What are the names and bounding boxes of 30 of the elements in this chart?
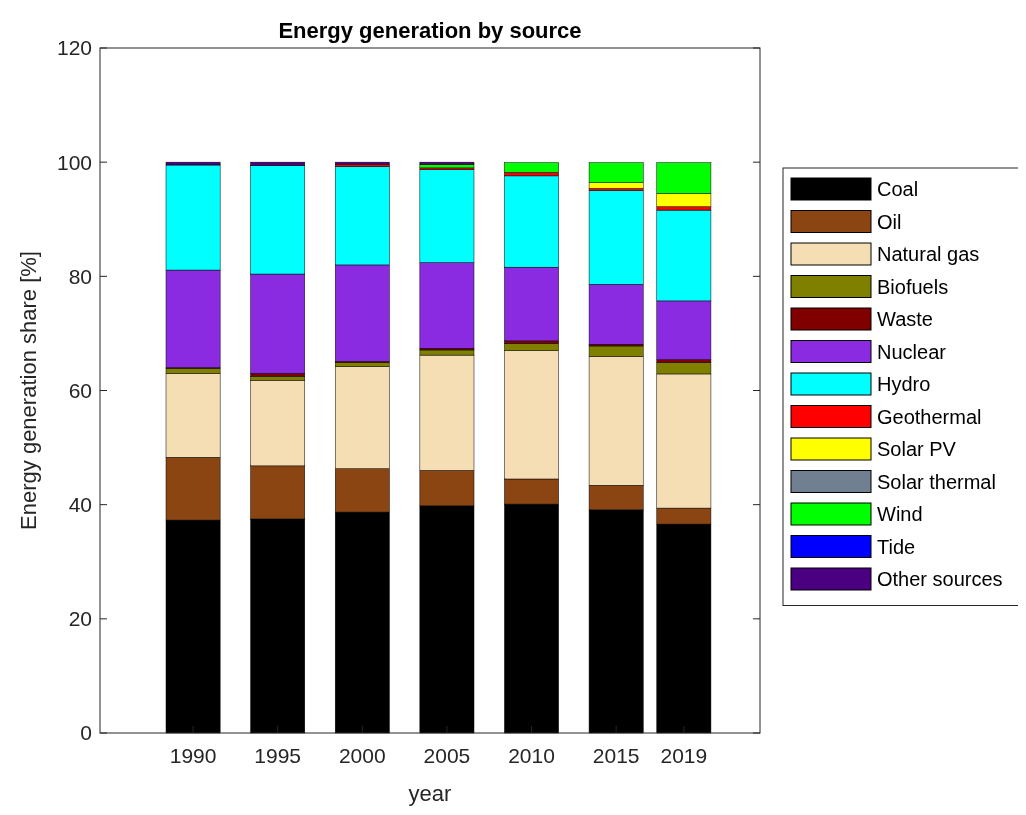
legend-label: Nuclear: [877, 340, 947, 363]
y-tick-label: 20: [68, 607, 92, 631]
y-tick-label: 120: [56, 36, 92, 60]
x-tick-label: 2019: [660, 744, 708, 767]
y-tick-label: 100: [56, 150, 92, 174]
legend-label: Solar thermal: [877, 470, 996, 493]
legend-label: Coal: [877, 178, 919, 200]
legend-label: Wind: [877, 503, 923, 525]
y-tick-label: 80: [68, 264, 92, 288]
legend-label: Geothermal: [877, 405, 982, 428]
x-tick-label: 2000: [338, 744, 386, 767]
x-tick-label: 1990: [169, 744, 217, 767]
legend-label: Waste: [877, 308, 933, 330]
x-tick-label: 1995: [254, 744, 302, 767]
legend-label: Hydro: [877, 373, 931, 395]
x-axis-title: year: [408, 781, 452, 806]
y-tick-label: 40: [68, 493, 92, 517]
x-tick-label: 2005: [423, 744, 471, 767]
legend-label: Natural gas: [877, 243, 980, 265]
y-tick-label: 60: [68, 378, 92, 402]
legend-label: Oil: [877, 210, 902, 233]
legend-label: Biofuels: [877, 275, 949, 298]
chart-title: Energy generation by source: [278, 18, 582, 43]
y-tick-label: 0: [80, 721, 92, 745]
x-tick-label: 2010: [508, 744, 555, 767]
y-axis-title: Energy generation share [%]: [16, 251, 41, 530]
x-tick-label: 2015: [592, 744, 640, 767]
legend-label: Tide: [877, 535, 916, 558]
legend-label: Solar PV: [877, 438, 957, 460]
legend-label: Other sources: [877, 568, 1003, 590]
